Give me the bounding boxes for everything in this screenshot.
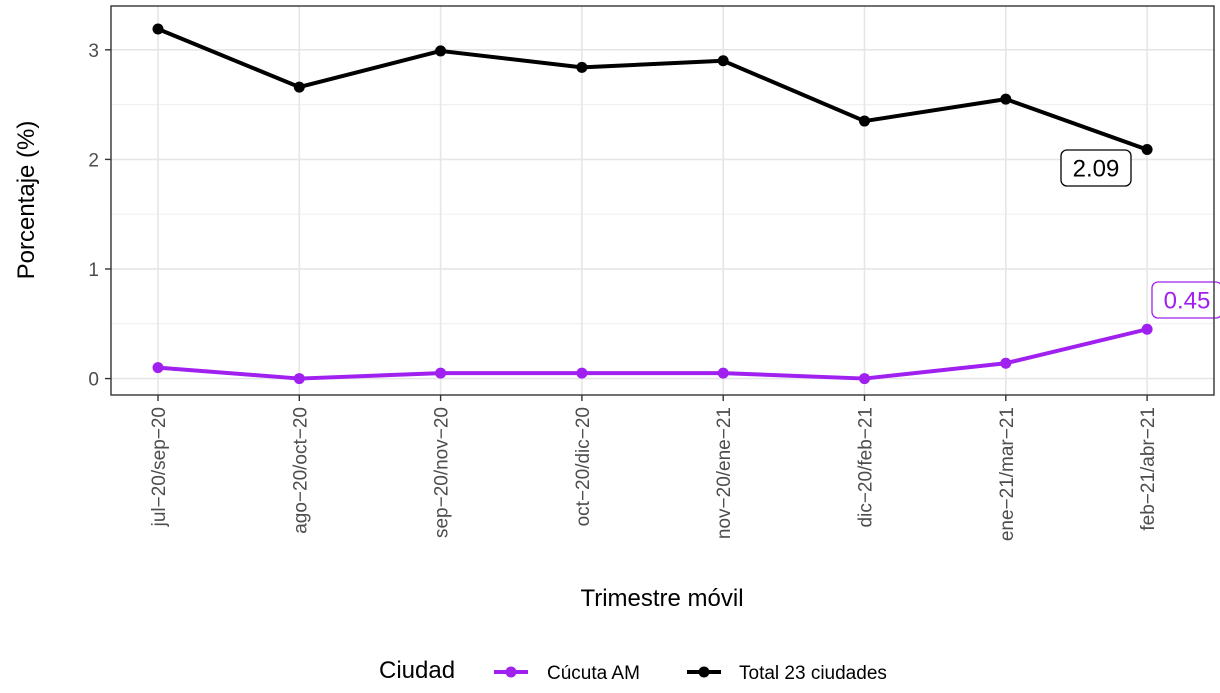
y-tick-label: 0 [88, 370, 99, 391]
data-label: 2.09 [1073, 156, 1120, 183]
x-tick-label: jul−20/sep−20 [149, 407, 170, 527]
series-layer [152, 23, 1153, 385]
y-axis-title: Porcentaje (%) [13, 121, 40, 280]
data-point [717, 367, 729, 379]
legend-title: Ciudad [379, 657, 455, 684]
data-point [1141, 323, 1153, 335]
x-tick-label: feb−21/abr−21 [1138, 407, 1159, 531]
legend-key-point [505, 666, 517, 678]
y-tick-label: 3 [88, 41, 99, 62]
data-labels: 0.45 2.09 [1060, 149, 1220, 319]
legend-entry-label: Cúcuta AM [547, 663, 640, 684]
data-point [576, 61, 588, 73]
legend-key-point [698, 666, 710, 678]
data-point [859, 115, 870, 127]
data-point [152, 362, 164, 374]
series-line [156, 27, 1150, 152]
series-line [156, 327, 1150, 381]
data-point [293, 373, 305, 385]
data-point [717, 55, 729, 67]
data-label: 0.45 [1164, 288, 1211, 315]
data-point [1000, 357, 1012, 369]
y-axis: 0 1 2 3 [88, 41, 111, 391]
x-tick-label: ago−20/oct−20 [290, 407, 311, 534]
data-point [293, 81, 305, 93]
data-point [152, 23, 164, 35]
data-label-box [1060, 149, 1132, 187]
major-gridlines [111, 6, 1214, 395]
plot-panel [111, 6, 1214, 395]
y-tick-label: 2 [88, 150, 99, 171]
y-tick-label: 1 [88, 260, 99, 281]
data-point [859, 373, 870, 385]
x-axis-title: Trimestre móvil [580, 585, 743, 612]
plot-border [110, 5, 1215, 396]
x-tick-label: nov−20/ene−21 [714, 407, 735, 539]
data-point [435, 367, 447, 379]
data-label-box [1151, 281, 1220, 319]
data-point [576, 367, 588, 379]
x-tick-label: ene−21/mar−21 [997, 407, 1018, 541]
legend: Ciudad Cúcuta AM Total 23 ciudades [379, 657, 887, 684]
legend-entry-label: Total 23 ciudades [739, 663, 887, 684]
data-point [1141, 144, 1153, 156]
x-axis: jul−20/sep−20 ago−20/oct−20 sep−20/nov−20 o… [149, 395, 1159, 541]
minor-gridlines [111, 104, 1214, 325]
x-tick-label: oct−20/dic−20 [573, 407, 594, 526]
data-point [1000, 93, 1012, 105]
x-tick-label: dic−20/feb−21 [856, 407, 877, 527]
x-tick-label: sep−20/nov−20 [432, 407, 453, 538]
data-point [435, 45, 447, 57]
